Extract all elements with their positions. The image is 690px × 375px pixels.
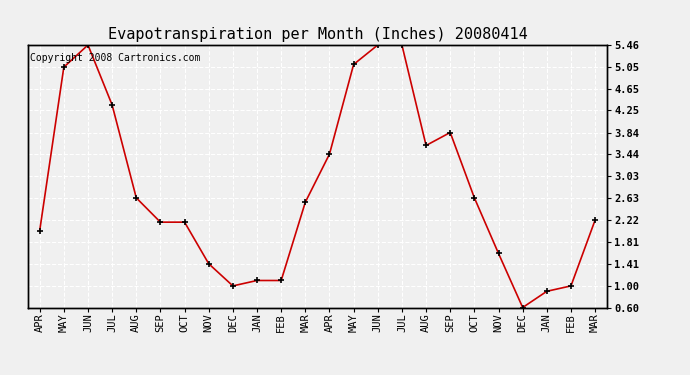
Title: Evapotranspiration per Month (Inches) 20080414: Evapotranspiration per Month (Inches) 20… — [108, 27, 527, 42]
Text: Copyright 2008 Cartronics.com: Copyright 2008 Cartronics.com — [30, 53, 201, 63]
